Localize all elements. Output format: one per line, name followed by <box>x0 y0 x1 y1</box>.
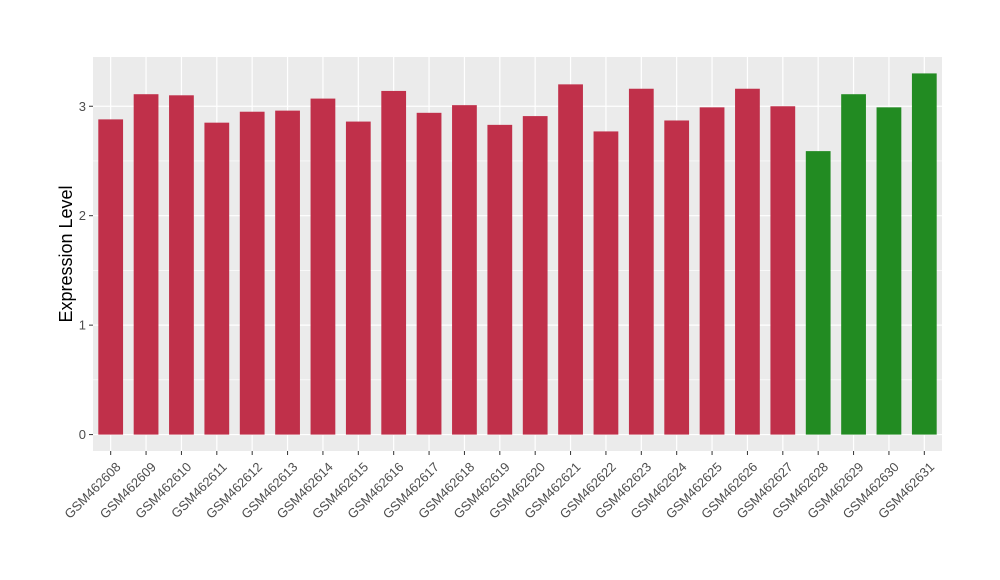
bar-GSM462618 <box>452 105 477 435</box>
bar-GSM462624 <box>664 120 690 435</box>
bar-GSM462628 <box>805 151 831 435</box>
y-tick-label: 2 <box>79 208 86 223</box>
bar-GSM462630 <box>876 107 902 435</box>
bar-GSM462616 <box>381 90 407 435</box>
plot-panel <box>93 57 942 451</box>
bar-GSM462617 <box>416 112 442 435</box>
bar-GSM462631 <box>911 73 937 435</box>
bar-GSM462611 <box>204 122 230 435</box>
bar-GSM462620 <box>522 116 548 435</box>
bar-GSM462627 <box>770 106 796 435</box>
bar-GSM462622 <box>593 131 619 435</box>
y-axis-title: Expression Level <box>56 185 76 322</box>
bar-GSM462619 <box>487 124 513 435</box>
bar-GSM462626 <box>735 88 760 435</box>
bar-GSM462608 <box>98 119 124 435</box>
bar-GSM462629 <box>841 94 866 435</box>
y-tick-label: 1 <box>79 318 86 333</box>
bar-GSM462623 <box>628 88 654 435</box>
bar-GSM462621 <box>558 84 583 435</box>
bar-GSM462625 <box>699 107 725 435</box>
bar-GSM462609 <box>133 94 159 435</box>
bar-GSM462610 <box>169 95 194 435</box>
bars <box>98 73 937 435</box>
y-tick-label: 0 <box>79 427 86 442</box>
x-axis: GSM462608GSM462609GSM462610GSM462611GSM4… <box>61 451 937 522</box>
bar-GSM462612 <box>239 111 265 435</box>
y-axis: 0 1 2 3 <box>79 99 93 442</box>
bar-GSM462615 <box>345 121 371 435</box>
bar-GSM462614 <box>310 98 336 435</box>
y-tick-label: 3 <box>79 99 86 114</box>
bar-GSM462613 <box>275 110 300 435</box>
